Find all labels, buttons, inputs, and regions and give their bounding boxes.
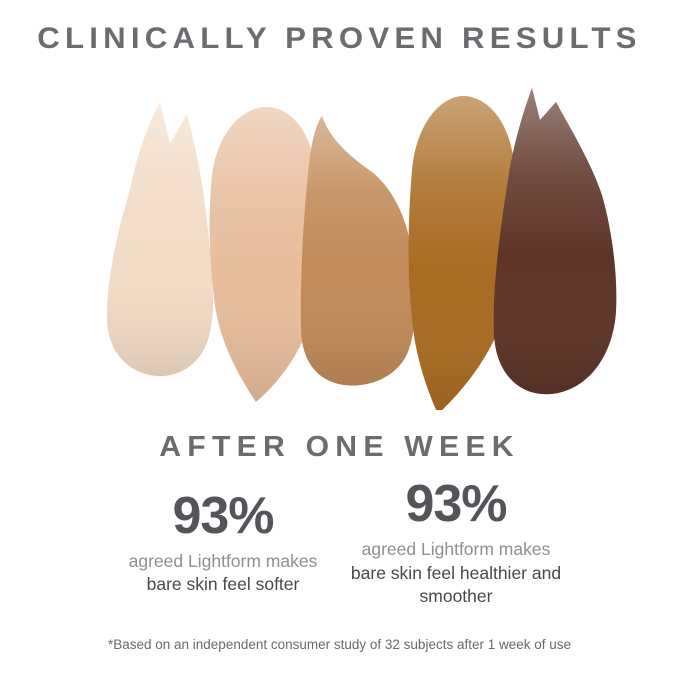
stat-value: 93% [172, 486, 274, 545]
stat-lead: agreed Lightform makes [128, 550, 318, 571]
stats-row: 93% agreed Lightform makes bare skin fee… [0, 478, 679, 609]
footnote: *Based on an independent consumer study … [107, 637, 572, 652]
foundation-swatch-deep [493, 88, 617, 395]
stat-card-softer: 93% agreed Lightform makes bare skin fee… [113, 490, 333, 597]
section-heading: AFTER ONE WEEK [159, 431, 520, 463]
stat-value: 93% [405, 475, 507, 533]
stat-emphasis: bare skin feel softer [146, 574, 300, 595]
foundation-swatches-image [106, 88, 617, 410]
foundation-swatch-medium [300, 116, 416, 386]
stat-lead: agreed Lightform makes [361, 539, 551, 559]
stat-emphasis: bare skin feel healthier and smoother [350, 562, 562, 607]
stat-card-healthier: 93% agreed Lightform makes bare skin fee… [346, 478, 566, 609]
page-title: CLINICALLY PROVEN RESULTS [37, 22, 642, 55]
foundation-swatch-fair [106, 102, 214, 377]
